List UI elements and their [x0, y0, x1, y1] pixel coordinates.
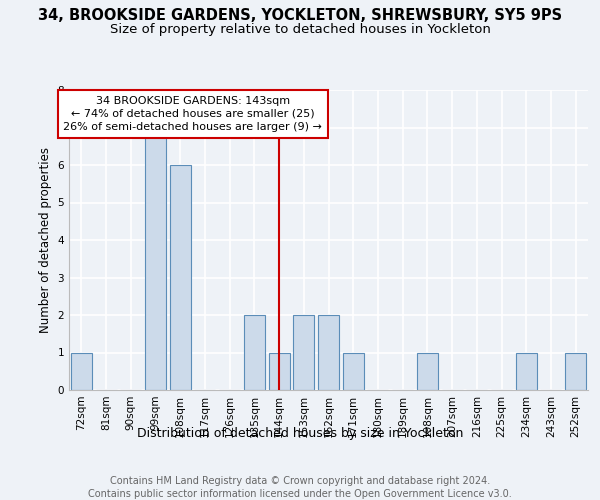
- Bar: [145, 128, 166, 390]
- Bar: [71, 352, 92, 390]
- Bar: [170, 165, 191, 390]
- Bar: [565, 352, 586, 390]
- Text: Contains HM Land Registry data © Crown copyright and database right 2024.: Contains HM Land Registry data © Crown c…: [110, 476, 490, 486]
- Text: Size of property relative to detached houses in Yockleton: Size of property relative to detached ho…: [110, 22, 490, 36]
- Bar: [244, 315, 265, 390]
- Bar: [343, 352, 364, 390]
- Text: Distribution of detached houses by size in Yockleton: Distribution of detached houses by size …: [137, 428, 463, 440]
- Text: 34, BROOKSIDE GARDENS, YOCKLETON, SHREWSBURY, SY5 9PS: 34, BROOKSIDE GARDENS, YOCKLETON, SHREWS…: [38, 8, 562, 22]
- Text: 34 BROOKSIDE GARDENS: 143sqm
← 74% of detached houses are smaller (25)
26% of se: 34 BROOKSIDE GARDENS: 143sqm ← 74% of de…: [63, 96, 322, 132]
- Bar: [318, 315, 339, 390]
- Bar: [516, 352, 537, 390]
- Text: Contains public sector information licensed under the Open Government Licence v3: Contains public sector information licen…: [88, 489, 512, 499]
- Bar: [293, 315, 314, 390]
- Bar: [417, 352, 438, 390]
- Bar: [269, 352, 290, 390]
- Y-axis label: Number of detached properties: Number of detached properties: [39, 147, 52, 333]
